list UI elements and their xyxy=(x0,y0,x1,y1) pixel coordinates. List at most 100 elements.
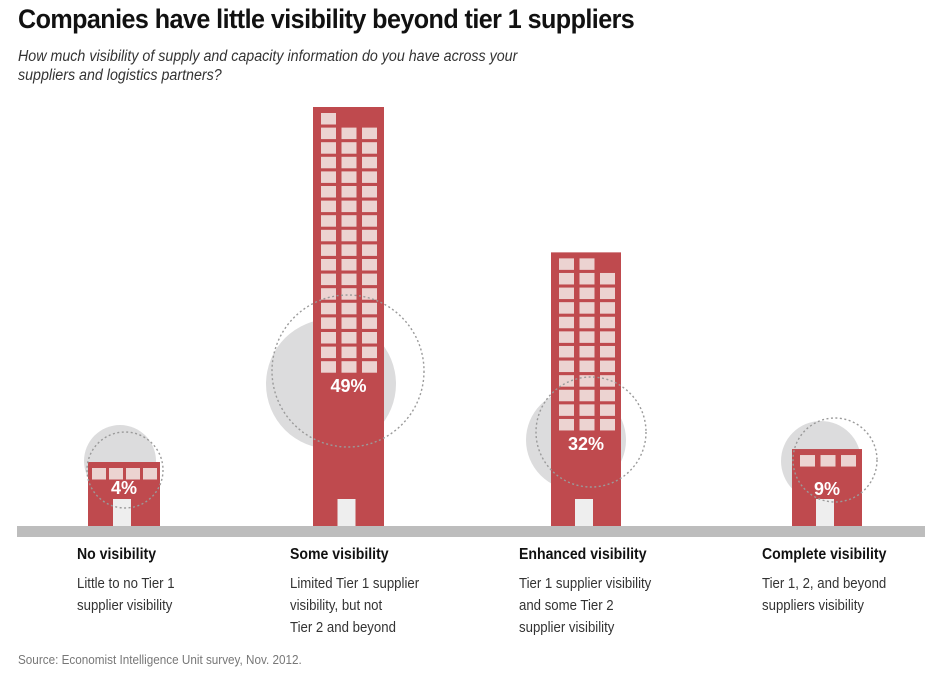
window xyxy=(321,215,336,227)
description-line: Tier 1 supplier visibility xyxy=(519,575,652,592)
description-line: and some Tier 2 xyxy=(519,597,614,614)
window xyxy=(92,468,106,480)
window xyxy=(600,360,615,373)
value-label-some-visibility: 49% xyxy=(330,376,366,396)
dashed-circle-no-visibility xyxy=(86,431,164,509)
circle-layer xyxy=(84,319,861,501)
building-bar-enhanced-visibility xyxy=(551,252,621,526)
building-bar-complete-visibility xyxy=(792,449,862,526)
window xyxy=(341,156,357,169)
window xyxy=(362,156,377,169)
window xyxy=(600,375,615,387)
category-no-visibility: No visibility Little to no Tier 1 suppli… xyxy=(77,546,253,617)
door xyxy=(816,499,834,526)
window xyxy=(579,345,595,358)
window xyxy=(362,361,377,373)
building-bar-no-visibility xyxy=(88,462,160,526)
window xyxy=(321,127,336,140)
window xyxy=(841,455,856,467)
category-description: Tier 1 supplier visibility and some Tier… xyxy=(519,573,695,639)
window xyxy=(143,468,157,480)
window xyxy=(341,361,357,373)
window xyxy=(362,273,377,286)
window xyxy=(362,229,377,242)
window xyxy=(362,200,377,213)
window xyxy=(341,215,357,227)
window xyxy=(579,418,595,431)
window xyxy=(341,259,357,271)
window xyxy=(341,127,357,140)
ground-line xyxy=(17,526,925,537)
building-layer xyxy=(88,107,862,526)
window xyxy=(579,331,595,343)
category-description: Little to no Tier 1 supplier visibility xyxy=(77,573,253,617)
window xyxy=(362,142,377,154)
window xyxy=(341,332,357,344)
description-line: suppliers visibility xyxy=(762,597,864,614)
window xyxy=(579,404,595,416)
window xyxy=(600,316,615,329)
window xyxy=(321,171,336,183)
window xyxy=(341,186,357,198)
window xyxy=(600,345,615,358)
value-label-complete-visibility: 9% xyxy=(814,479,840,499)
window xyxy=(579,287,595,300)
window xyxy=(800,455,815,467)
dashed-circle-complete-visibility xyxy=(792,417,878,503)
window xyxy=(600,287,615,300)
window xyxy=(321,288,336,300)
window xyxy=(600,331,615,343)
window xyxy=(600,404,615,416)
window xyxy=(362,215,377,227)
value-label-layer: 4% 49% 32% 9% xyxy=(111,376,840,499)
window xyxy=(579,302,595,314)
building-bar-some-visibility xyxy=(313,107,384,526)
window xyxy=(321,200,336,213)
category-complete-visibility: Complete visibility Tier 1, 2, and beyon… xyxy=(762,546,938,617)
window xyxy=(341,302,357,315)
window xyxy=(579,258,595,270)
chart-title: Companies have little visibility beyond … xyxy=(18,4,635,34)
window xyxy=(341,142,357,154)
window xyxy=(579,375,595,387)
category-label: Some visibility xyxy=(290,546,389,563)
window xyxy=(341,317,357,329)
window xyxy=(321,156,336,169)
window xyxy=(126,468,140,480)
window xyxy=(820,455,836,467)
building-body xyxy=(313,107,384,526)
window xyxy=(321,302,336,315)
category-enhanced-visibility: Enhanced visibility Tier 1 supplier visi… xyxy=(519,546,695,639)
window xyxy=(321,244,336,256)
window xyxy=(559,258,574,270)
dashed-circle-enhanced-visibility xyxy=(535,376,647,488)
window xyxy=(600,272,615,285)
value-label-no-visibility: 4% xyxy=(111,478,137,498)
description-line: Tier 2 and beyond xyxy=(290,619,396,636)
window xyxy=(321,229,336,242)
description-line: visibility, but not xyxy=(290,597,383,614)
window xyxy=(600,418,615,431)
window xyxy=(341,273,357,286)
category-some-visibility: Some visibility Limited Tier 1 supplier … xyxy=(290,546,466,639)
dashed-circle-some-visibility xyxy=(271,294,425,448)
window xyxy=(600,389,615,402)
window xyxy=(341,171,357,183)
window xyxy=(559,375,574,387)
window xyxy=(559,302,574,314)
window xyxy=(559,389,574,402)
door xyxy=(337,499,356,526)
window xyxy=(559,316,574,329)
category-label: No visibility xyxy=(77,546,157,563)
window xyxy=(321,273,336,286)
window xyxy=(321,346,336,359)
category-label: Enhanced visibility xyxy=(519,546,647,563)
window xyxy=(321,332,336,344)
window xyxy=(341,244,357,256)
description-line: Little to no Tier 1 xyxy=(77,575,175,592)
window xyxy=(579,360,595,373)
window xyxy=(600,302,615,314)
dashed-circle-layer xyxy=(86,294,878,509)
window xyxy=(321,259,336,271)
